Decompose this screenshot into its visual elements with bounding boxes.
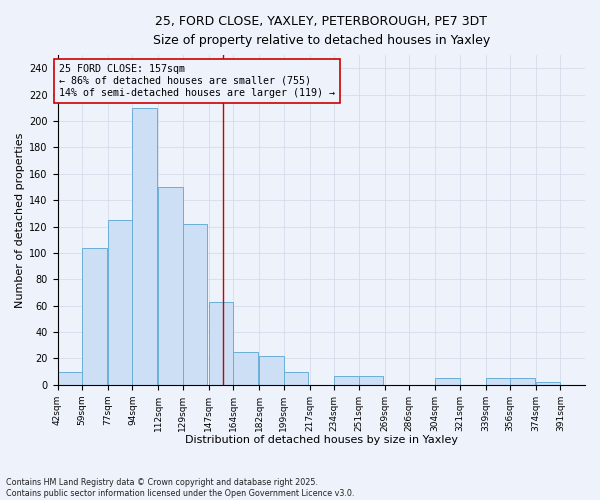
Bar bbox=[233, 352, 258, 384]
Bar bbox=[158, 187, 183, 384]
Bar bbox=[334, 376, 359, 384]
X-axis label: Distribution of detached houses by size in Yaxley: Distribution of detached houses by size … bbox=[185, 435, 458, 445]
Bar bbox=[284, 372, 308, 384]
Text: Contains HM Land Registry data © Crown copyright and database right 2025.
Contai: Contains HM Land Registry data © Crown c… bbox=[6, 478, 355, 498]
Bar bbox=[209, 302, 233, 384]
Bar bbox=[510, 378, 535, 384]
Bar bbox=[259, 356, 284, 384]
Bar bbox=[133, 108, 157, 384]
Bar bbox=[359, 376, 383, 384]
Text: 25 FORD CLOSE: 157sqm
← 86% of detached houses are smaller (755)
14% of semi-det: 25 FORD CLOSE: 157sqm ← 86% of detached … bbox=[59, 64, 335, 98]
Bar bbox=[536, 382, 560, 384]
Bar bbox=[435, 378, 460, 384]
Bar bbox=[485, 378, 510, 384]
Bar bbox=[82, 248, 107, 384]
Title: 25, FORD CLOSE, YAXLEY, PETERBOROUGH, PE7 3DT
Size of property relative to detac: 25, FORD CLOSE, YAXLEY, PETERBOROUGH, PE… bbox=[152, 15, 490, 47]
Bar bbox=[183, 224, 208, 384]
Bar bbox=[108, 220, 133, 384]
Bar bbox=[58, 372, 82, 384]
Y-axis label: Number of detached properties: Number of detached properties bbox=[15, 132, 25, 308]
